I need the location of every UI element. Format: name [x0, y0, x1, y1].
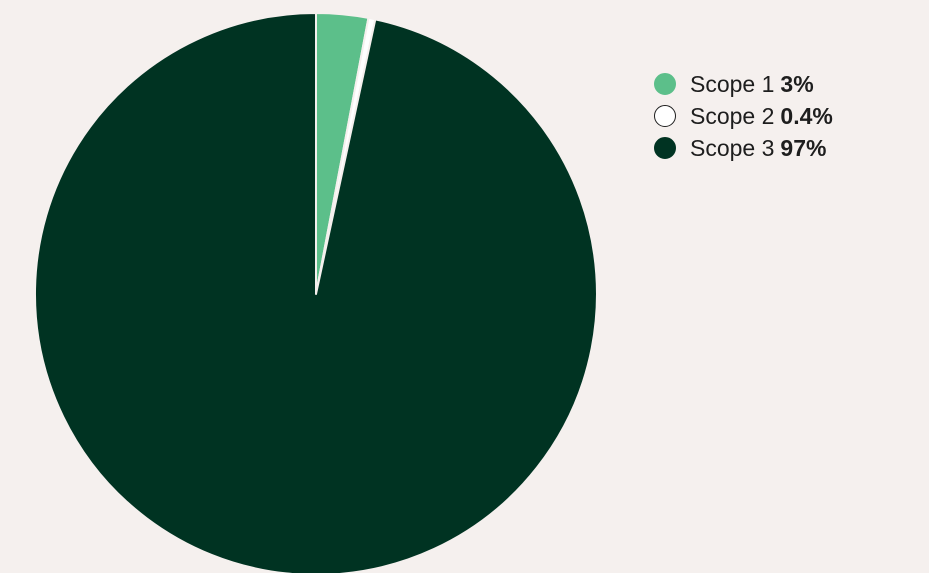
legend-label-scope-3: Scope 3	[690, 134, 775, 161]
legend-item-scope-1: Scope 1 3%	[654, 68, 833, 100]
legend-label-scope-1: Scope 1	[690, 70, 775, 97]
pie-slice-scope-3	[33, 12, 598, 573]
legend-label-scope-2: Scope 2	[690, 102, 775, 129]
legend: Scope 1 3% Scope 2 0.4% Scope 3 97%	[654, 68, 833, 164]
legend-value-scope-1: 3%	[780, 70, 814, 97]
legend-swatch-scope-3	[654, 137, 676, 159]
legend-item-scope-2: Scope 2 0.4%	[654, 100, 833, 132]
legend-swatch-scope-2	[654, 105, 676, 127]
legend-item-scope-3: Scope 3 97%	[654, 132, 833, 164]
legend-swatch-scope-1	[654, 73, 676, 95]
legend-value-scope-3: 97%	[780, 134, 827, 161]
legend-value-scope-2: 0.4%	[780, 102, 833, 129]
